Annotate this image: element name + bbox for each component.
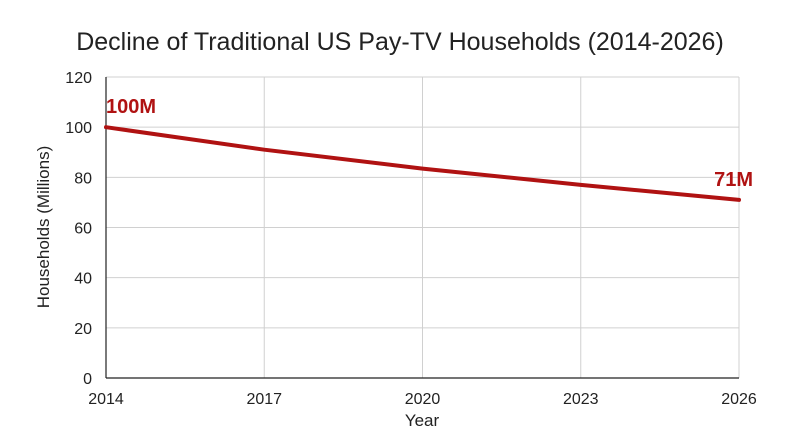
series bbox=[104, 125, 741, 202]
tick-labels: 0 20 40 60 80 100 120 2014 2017 2020 2023 2026 bbox=[65, 70, 757, 408]
x-tick-label: 2014 bbox=[88, 391, 124, 408]
y-tick-label: 100 bbox=[65, 120, 92, 137]
grid bbox=[106, 76, 740, 378]
x-tick-label: 2026 bbox=[721, 391, 757, 408]
y-tick-label: 80 bbox=[74, 170, 92, 187]
x-tick-label: 2017 bbox=[246, 391, 282, 408]
y-tick-label: 20 bbox=[74, 321, 92, 338]
y-tick-label: 120 bbox=[65, 70, 92, 87]
chart-title: Decline of Traditional US Pay-TV Househo… bbox=[76, 28, 724, 56]
annotations: 100M 71M bbox=[106, 96, 753, 191]
x-axis-label: Year bbox=[405, 411, 440, 430]
y-tick-label: 40 bbox=[74, 271, 92, 288]
data-label: 100M bbox=[106, 96, 156, 118]
y-tick-label: 60 bbox=[74, 221, 92, 238]
x-tick-label: 2023 bbox=[563, 391, 599, 408]
y-tick-label: 0 bbox=[83, 371, 92, 388]
x-tick-label: 2020 bbox=[405, 391, 441, 408]
y-axis-label: Households (Millions) bbox=[34, 146, 53, 309]
series-line bbox=[104, 125, 741, 202]
data-label: 71M bbox=[714, 169, 753, 191]
